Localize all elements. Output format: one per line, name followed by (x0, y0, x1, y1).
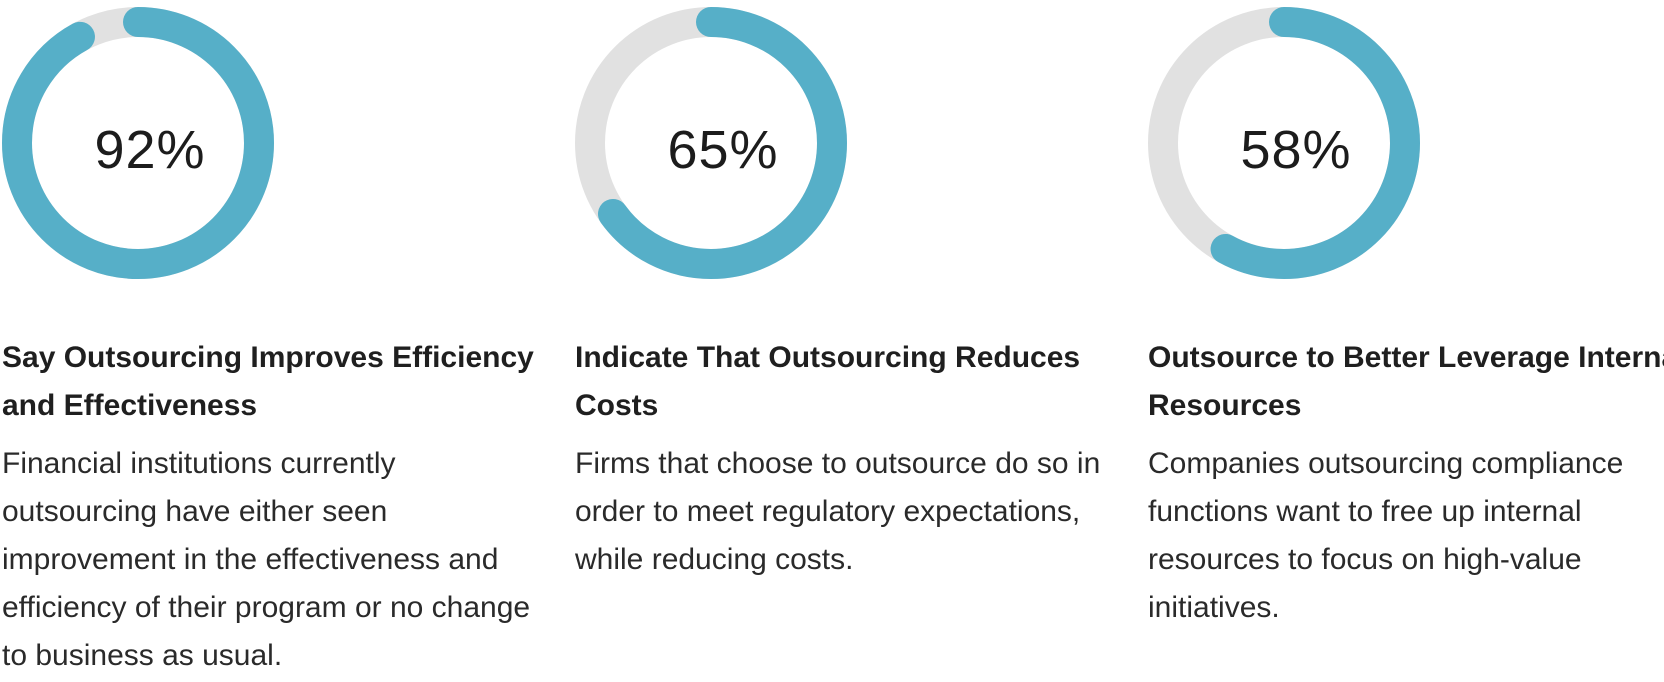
donut-value-arc (575, 7, 847, 279)
donut-chart: 92% (0, 0, 300, 300)
stat-title: Say Outsourcing Improves Efficiency and … (2, 341, 534, 422)
donut-svg (575, 7, 847, 279)
stat-card: 92% Say Outsourcing Improves Efficiency … (0, 0, 560, 672)
stat-description: Companies outsourcing compliance functio… (1148, 447, 1624, 624)
stat-card: 58% Outsource to Better Leverage Interna… (1146, 0, 1664, 624)
donut-chart: 58% (1146, 0, 1446, 300)
donut-svg (1148, 7, 1420, 279)
donut-chart: 65% (573, 0, 873, 300)
donut-value-label: 65% (667, 120, 779, 180)
stat-description: Firms that choose to outsource do so in … (575, 447, 1101, 576)
donut-value-arc (2, 7, 274, 279)
stat-title: Outsource to Better Leverage Internal Re… (1148, 341, 1664, 422)
donut-value-label: 58% (1240, 120, 1352, 180)
donut-svg (2, 7, 274, 279)
donut-value-label: 92% (94, 120, 206, 180)
stat-title: Indicate That Outsourcing Reduces Costs (575, 341, 1081, 422)
donut-value-arc (1148, 7, 1420, 279)
stat-card: 65% Indicate That Outsourcing Reduces Co… (573, 0, 1133, 576)
stat-description: Financial institutions currently outsour… (2, 447, 531, 672)
